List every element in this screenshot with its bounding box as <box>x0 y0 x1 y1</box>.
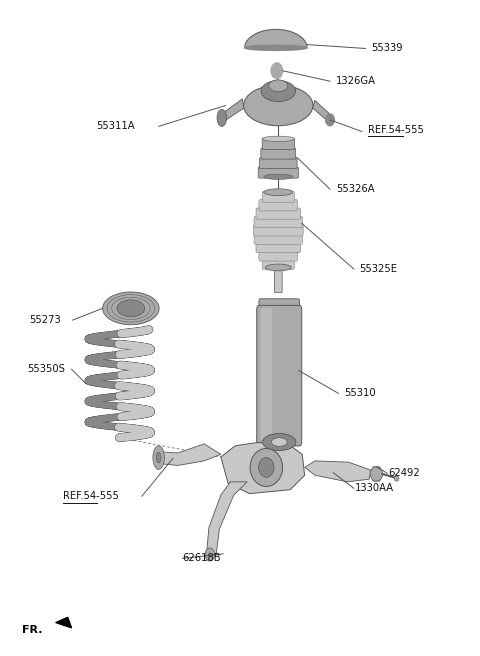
Ellipse shape <box>264 174 293 180</box>
Text: 62618B: 62618B <box>182 554 221 564</box>
Ellipse shape <box>271 438 287 446</box>
Text: 55326A: 55326A <box>336 184 374 194</box>
Polygon shape <box>376 474 383 482</box>
Polygon shape <box>373 466 380 474</box>
Ellipse shape <box>263 434 296 451</box>
Text: 55311A: 55311A <box>96 121 135 131</box>
FancyBboxPatch shape <box>262 191 294 203</box>
Polygon shape <box>158 444 221 466</box>
FancyBboxPatch shape <box>258 167 299 178</box>
Ellipse shape <box>217 110 227 127</box>
Text: 55310: 55310 <box>344 388 376 398</box>
Ellipse shape <box>262 136 295 142</box>
FancyBboxPatch shape <box>261 148 296 159</box>
FancyBboxPatch shape <box>275 267 282 293</box>
Polygon shape <box>313 100 329 120</box>
Polygon shape <box>220 99 244 122</box>
FancyBboxPatch shape <box>253 224 303 236</box>
FancyBboxPatch shape <box>259 298 300 313</box>
Ellipse shape <box>205 548 215 561</box>
Polygon shape <box>206 482 247 555</box>
Circle shape <box>325 114 334 126</box>
FancyBboxPatch shape <box>262 138 294 150</box>
Ellipse shape <box>117 300 145 317</box>
Polygon shape <box>245 30 307 48</box>
Polygon shape <box>221 443 305 493</box>
FancyBboxPatch shape <box>260 157 297 169</box>
Polygon shape <box>376 466 383 474</box>
Text: REF.54-555: REF.54-555 <box>63 491 119 501</box>
Text: 1326GA: 1326GA <box>336 76 376 86</box>
FancyBboxPatch shape <box>261 308 272 440</box>
FancyBboxPatch shape <box>259 250 298 261</box>
FancyBboxPatch shape <box>262 258 294 270</box>
Text: 55339: 55339 <box>372 43 403 54</box>
FancyBboxPatch shape <box>259 199 298 211</box>
Circle shape <box>271 63 283 79</box>
Ellipse shape <box>156 453 161 463</box>
Ellipse shape <box>245 45 307 51</box>
Ellipse shape <box>265 264 291 271</box>
FancyBboxPatch shape <box>254 216 302 228</box>
Text: 1330AA: 1330AA <box>355 483 394 493</box>
FancyBboxPatch shape <box>256 208 300 219</box>
Text: 55325E: 55325E <box>360 264 397 274</box>
Text: REF.54-555: REF.54-555 <box>368 125 424 134</box>
Ellipse shape <box>394 476 399 482</box>
Text: 55273: 55273 <box>29 315 61 325</box>
Polygon shape <box>305 461 371 482</box>
Ellipse shape <box>259 458 274 478</box>
Ellipse shape <box>264 189 293 195</box>
Ellipse shape <box>269 80 288 92</box>
Polygon shape <box>56 617 72 628</box>
FancyBboxPatch shape <box>257 305 302 446</box>
Ellipse shape <box>243 85 313 126</box>
Polygon shape <box>370 466 376 474</box>
Text: FR.: FR. <box>22 625 43 636</box>
FancyBboxPatch shape <box>256 241 300 253</box>
Polygon shape <box>373 474 380 482</box>
FancyBboxPatch shape <box>254 233 302 244</box>
Ellipse shape <box>153 446 164 470</box>
Ellipse shape <box>261 81 296 102</box>
Text: 62492: 62492 <box>388 468 420 478</box>
Ellipse shape <box>103 292 159 325</box>
Polygon shape <box>370 474 376 482</box>
Text: 55350S: 55350S <box>27 364 65 374</box>
Ellipse shape <box>250 449 283 486</box>
